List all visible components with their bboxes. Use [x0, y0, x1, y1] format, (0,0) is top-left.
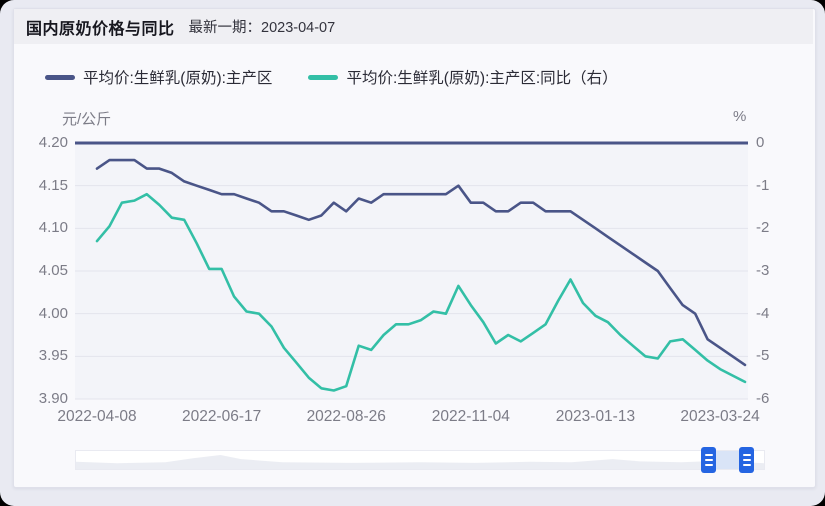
legend-label-price: 平均价:生鲜乳(原奶):主产区: [83, 70, 273, 87]
left-tick: 4.20: [38, 134, 68, 151]
legend-label-yoy: 平均价:生鲜乳(原奶):主产区:同比（右）: [346, 70, 618, 87]
right-tick: -2: [756, 219, 770, 237]
right-tick: 0: [756, 134, 765, 151]
datazoom-selected-window[interactable]: [708, 451, 747, 469]
left-tick: 4.00: [38, 304, 68, 322]
chart-plot-area[interactable]: [75, 128, 748, 399]
left-tick: 4.15: [38, 176, 68, 194]
right-tick: -6: [756, 390, 770, 407]
legend: 平均价:生鲜乳(原奶):主产区 平均价:生鲜乳(原奶):主产区:同比（右）: [45, 66, 618, 88]
datazoom-left-handle[interactable]: [701, 447, 717, 473]
left-tick: 3.90: [38, 390, 68, 407]
price-line-marker-icon: [45, 74, 75, 80]
datazoom-slider[interactable]: [75, 447, 765, 473]
left-tick: 4.10: [38, 219, 68, 237]
legend-item-yoy[interactable]: 平均价:生鲜乳(原奶):主产区:同比（右）: [308, 66, 618, 88]
x-tick: 2022-04-08: [57, 408, 137, 425]
right-tick: -1: [756, 176, 770, 194]
x-tick: 2022-11-04: [431, 408, 510, 425]
page-title: 国内原奶价格与同比: [26, 20, 175, 38]
right-tick: -5: [756, 347, 770, 365]
left-axis-unit: 元/公斤: [62, 111, 112, 128]
x-tick: 2023-01-13: [555, 408, 636, 425]
left-tick: 3.95: [38, 347, 68, 365]
datazoom-shadow: [76, 455, 764, 469]
x-tick: 2023-03-24: [680, 408, 760, 425]
x-tick: 2022-08-26: [306, 408, 386, 425]
latest-period-label: 最新一期：2023-04-07: [188, 20, 336, 36]
x-tick: 2022-06-17: [181, 408, 262, 425]
left-tick: 4.05: [38, 262, 68, 279]
right-tick: -4: [756, 304, 770, 322]
right-axis-unit: %: [733, 108, 747, 125]
datazoom-right-handle[interactable]: [739, 447, 755, 473]
right-tick: -3: [756, 262, 770, 279]
legend-item-price[interactable]: 平均价:生鲜乳(原奶):主产区: [45, 66, 272, 88]
yoy-line-marker-icon: [308, 74, 339, 80]
card-header: 国内原奶价格与同比 最新一期：2023-04-07: [14, 9, 813, 44]
